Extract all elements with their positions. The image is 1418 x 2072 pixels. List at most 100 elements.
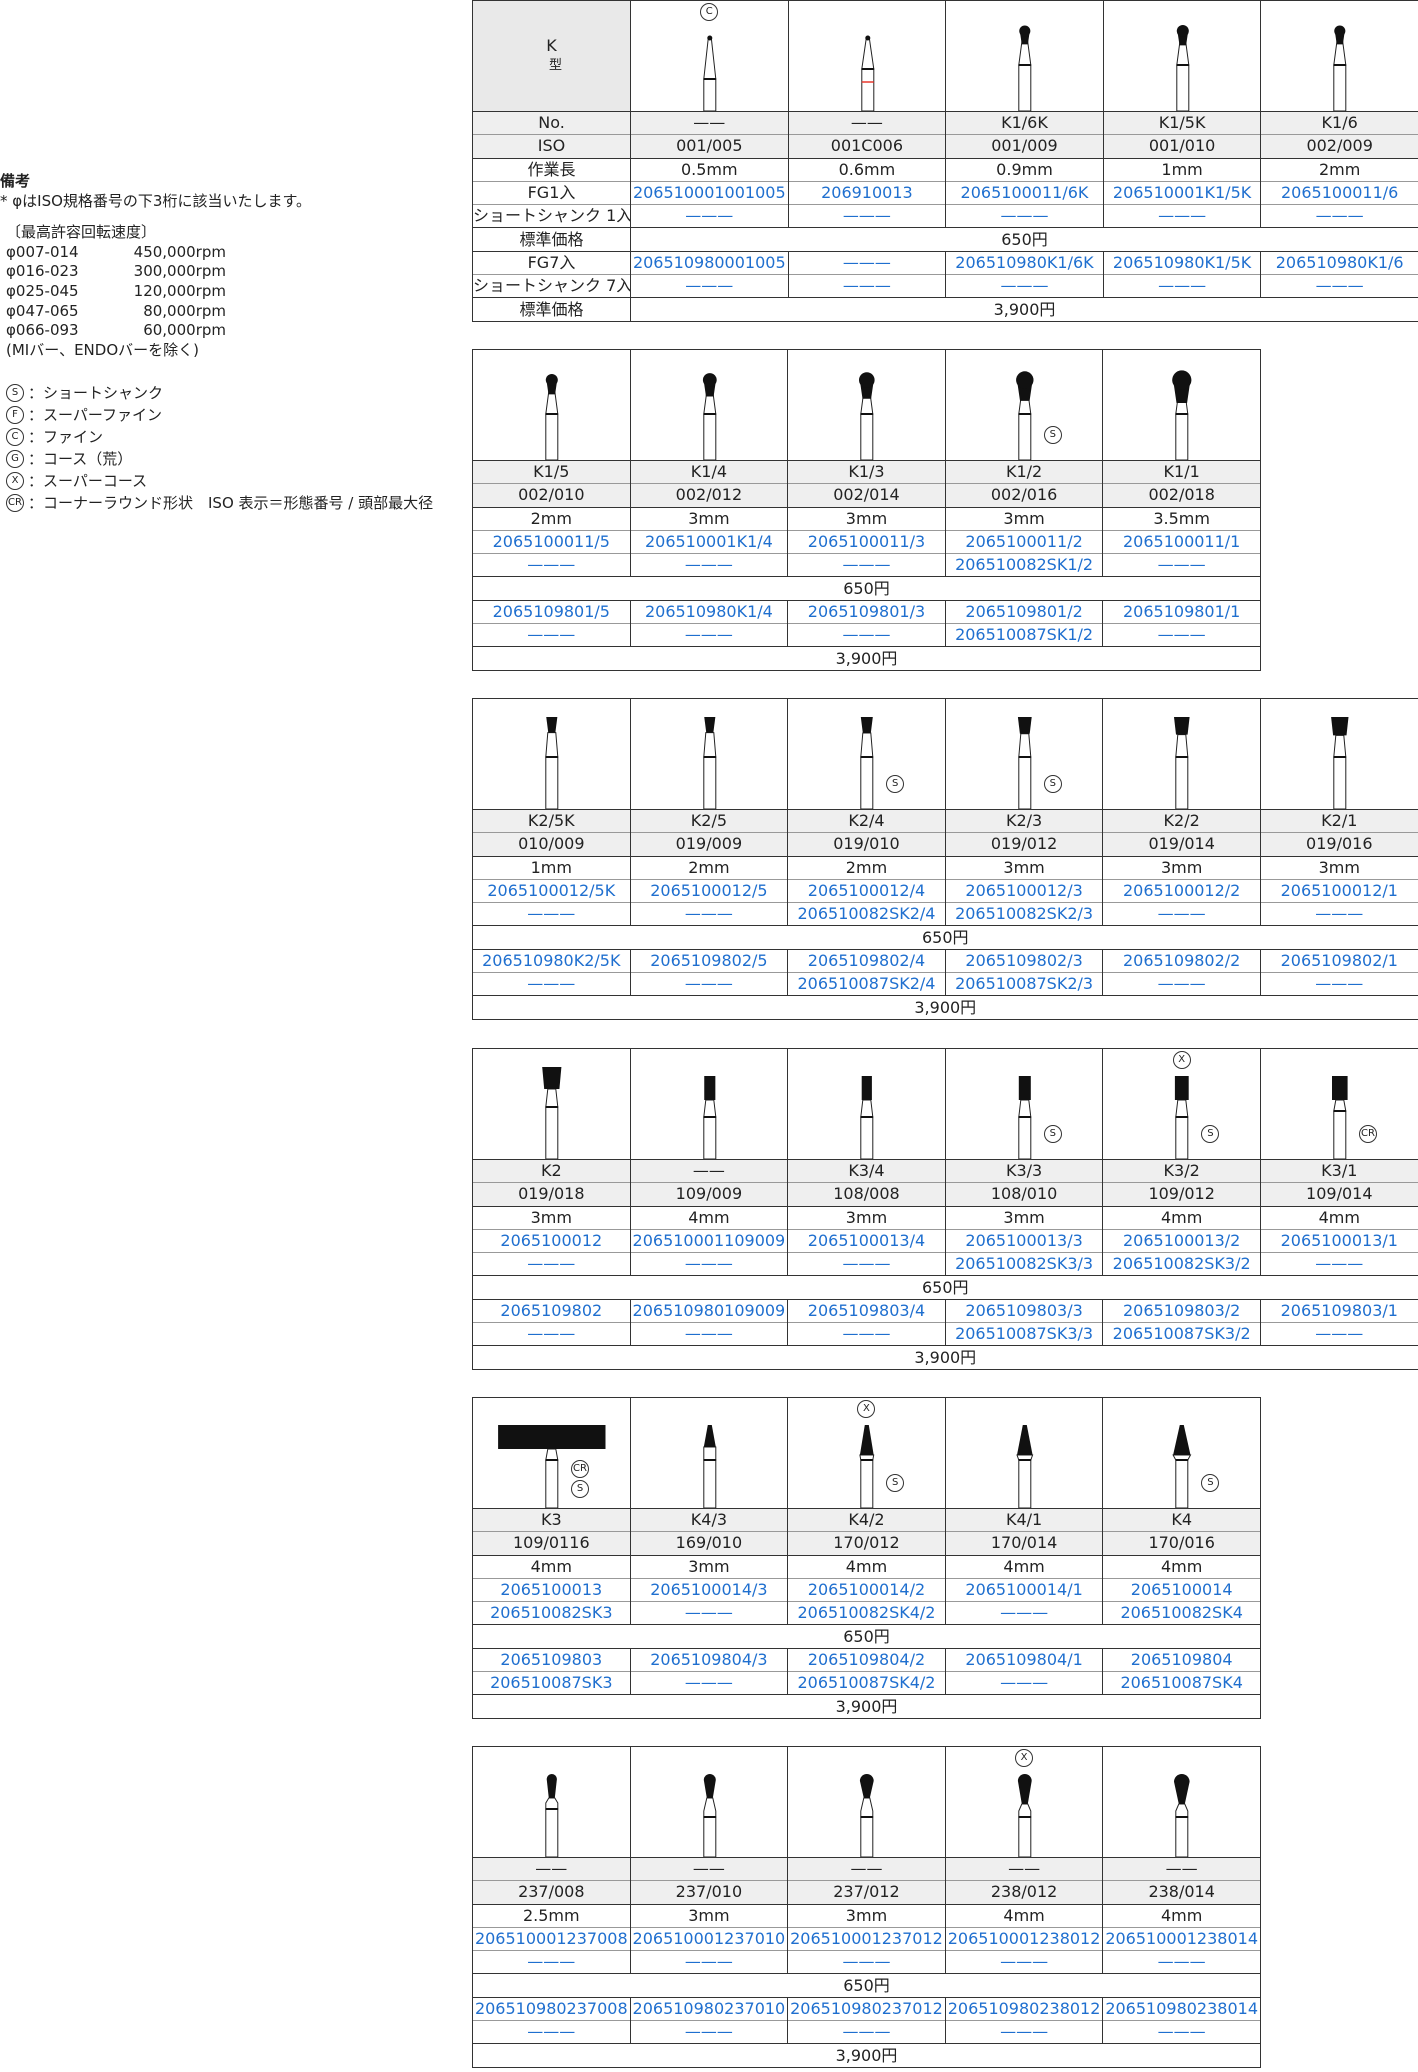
grade-symbol-icon: S (1043, 775, 1062, 793)
bur-image-cell (1259, 698, 1418, 810)
row-fg7: 2065109801/5 206510980K1/4 2065109801/3 206… (472, 599, 1261, 624)
cell-fg7: 206510980237010 (629, 1996, 789, 2021)
cell-len: 0.9mm (945, 157, 1104, 182)
cell-ss1: ——— (944, 1950, 1104, 1974)
grade-symbol-icon: C (700, 3, 719, 21)
standard-price: 3,900円 (630, 297, 1418, 322)
cell-ss1: ——— (1102, 553, 1261, 577)
cell-len: 4mm (787, 1554, 946, 1579)
cell-fg1: 206510001238012 (944, 1926, 1104, 1951)
cell-len: 4mm (629, 1205, 789, 1230)
cell-no: K2/4 (787, 808, 946, 833)
cell-fg1: 2065100012/5 (629, 878, 789, 903)
cell-fg1: 2065100012/5K (472, 878, 631, 903)
row-no: —— —— —— —— —— (472, 1856, 1261, 1881)
bur-illustration-icon (859, 1425, 875, 1508)
product-spec-table: X —— —— —— —— —— 237/008 237/010 237/012 238/012 2… (472, 1746, 1261, 2068)
row-len: 3mm 4mm 3mm 3mm 4mm 4mm (472, 1205, 1418, 1230)
grade-symbol-icon: S (886, 1474, 905, 1492)
cell-iso: 109/012 (1102, 1182, 1261, 1207)
row-no: K1/5 K1/4 K1/3 K1/2 K1/1 (472, 459, 1261, 484)
grade-symbol-icon: S (1201, 1474, 1220, 1492)
product-spec-table: S K1/5 K1/4 K1/3 K1/2 K1/1 002/010 002/012 002/0… (472, 349, 1261, 671)
grade-symbol-icon: S (1043, 1125, 1062, 1143)
legend-text: ：コース（荒） (28, 449, 133, 468)
bur-illustration-icon (702, 1425, 716, 1508)
cell-ss1: ——— (629, 1252, 789, 1276)
grade-symbol-icon: X (1172, 1051, 1191, 1069)
cell-ss7: ——— (472, 623, 631, 647)
cell-iso: 238/014 (1102, 1880, 1261, 1905)
row-label: ショートシャンク 1入 (472, 204, 631, 228)
grade-symbol-icon: CR (571, 1460, 589, 1478)
cell-no: K4/2 (787, 1507, 946, 1532)
cell-fg7: 2065109801/2 (944, 599, 1104, 624)
row-fg7: 206510980K2/5K 2065109802/5 2065109802/4 20… (472, 948, 1418, 973)
cell-ss1: ——— (787, 204, 947, 228)
row-iso: 019/018 109/009 108/008 108/010 109/012 109/0… (472, 1182, 1418, 1207)
row-price7: 3,900円 (472, 1345, 1418, 1370)
cell-no: K4 (1102, 1507, 1261, 1532)
row-price7: 3,900円 (472, 995, 1418, 1020)
cell-no: K3/4 (787, 1158, 946, 1183)
diameter-range: φ047-065 (6, 301, 79, 320)
cell-ss1: ——— (629, 553, 789, 577)
cell-no: K1/4 (629, 459, 789, 484)
circled-symbol-icon: CR (6, 494, 24, 513)
cell-len: 3mm (787, 1205, 946, 1230)
cell-no: K3/2 (1102, 1158, 1261, 1183)
cell-ss1: ——— (945, 204, 1104, 228)
bur-image-cell (1260, 0, 1418, 112)
cell-ss7: ——— (629, 2020, 789, 2044)
cell-fg7: 2065109803 (472, 1647, 631, 1672)
illustration-row: S X S CR (472, 1048, 1418, 1160)
row-fg7: 2065109803 2065109804/3 2065109804/2 206510… (472, 1647, 1261, 1672)
symbol-legend: S ：ショートシャンク F ：スーパーファイン C ：ファイン G ：コース（荒） X ：スーパー… (0, 382, 460, 514)
grade-symbol-icon: X (1015, 1749, 1034, 1767)
cell-ss7: ——— (1259, 1322, 1418, 1346)
cell-ss7: 206510087SK3 (472, 1671, 631, 1695)
cell-no: K2/5 (629, 808, 789, 833)
cell-iso: 170/016 (1102, 1531, 1261, 1556)
cell-no: —— (472, 1856, 631, 1881)
cell-fg7: 206510980001005 (630, 250, 789, 275)
cell-len: 3mm (1102, 855, 1261, 880)
bur-image-cell: S (944, 698, 1104, 810)
cell-ss1: ——— (629, 902, 789, 926)
legend-item: X ：スーパーコース (6, 470, 460, 492)
cell-fg7: 2065109804/2 (787, 1647, 946, 1672)
cell-fg7: 206510980238012 (944, 1996, 1104, 2021)
standard-price: 3,900円 (472, 1345, 1418, 1370)
product-spec-table: CR S X S S K3 K4/3 K4/2 K4/1 K4 109/0116 169/010 170… (472, 1397, 1261, 1719)
cell-fg7: 2065109802/3 (944, 948, 1104, 973)
cell-ss7: 206510087SK4/2 (787, 1671, 946, 1695)
cell-ss1: 206510082SK4 (1102, 1601, 1261, 1625)
cell-len: 4mm (1102, 1554, 1261, 1579)
cell-ss7: ——— (787, 623, 946, 647)
cell-ss7: ——— (1102, 972, 1261, 996)
cell-fg1: 206510001K1/5K (1102, 180, 1262, 205)
cell-iso: 237/010 (629, 1880, 789, 1905)
bur-image-cell (1102, 349, 1261, 461)
cell-iso: 019/016 (1259, 832, 1418, 857)
cell-iso: 002/014 (787, 483, 946, 508)
circled-symbol-icon: G (6, 450, 24, 469)
cell-len: 3mm (944, 506, 1104, 531)
cell-len: 0.5mm (630, 157, 789, 182)
cell-len: 3mm (629, 1903, 789, 1928)
row-price7: 3,900円 (472, 1694, 1261, 1719)
circled-symbol-icon: S (6, 384, 24, 403)
cell-ss7: ——— (472, 972, 631, 996)
bur-illustration-icon (1015, 371, 1034, 460)
cell-fg1: 2065100012/2 (1102, 878, 1261, 903)
cell-iso: 001C006 (787, 134, 947, 159)
cell-iso: 238/012 (944, 1880, 1104, 1905)
cell-ss7: ——— (472, 2020, 631, 2044)
row-iso: 002/010 002/012 002/014 002/016 002/018 (472, 483, 1261, 508)
cell-no: K1/5 (472, 459, 631, 484)
bur-image-cell (629, 1397, 789, 1509)
cell-fg1: 2065100014/2 (787, 1577, 946, 1602)
bur-illustration-icon (1175, 1076, 1190, 1159)
cell-iso: 019/010 (787, 832, 946, 857)
